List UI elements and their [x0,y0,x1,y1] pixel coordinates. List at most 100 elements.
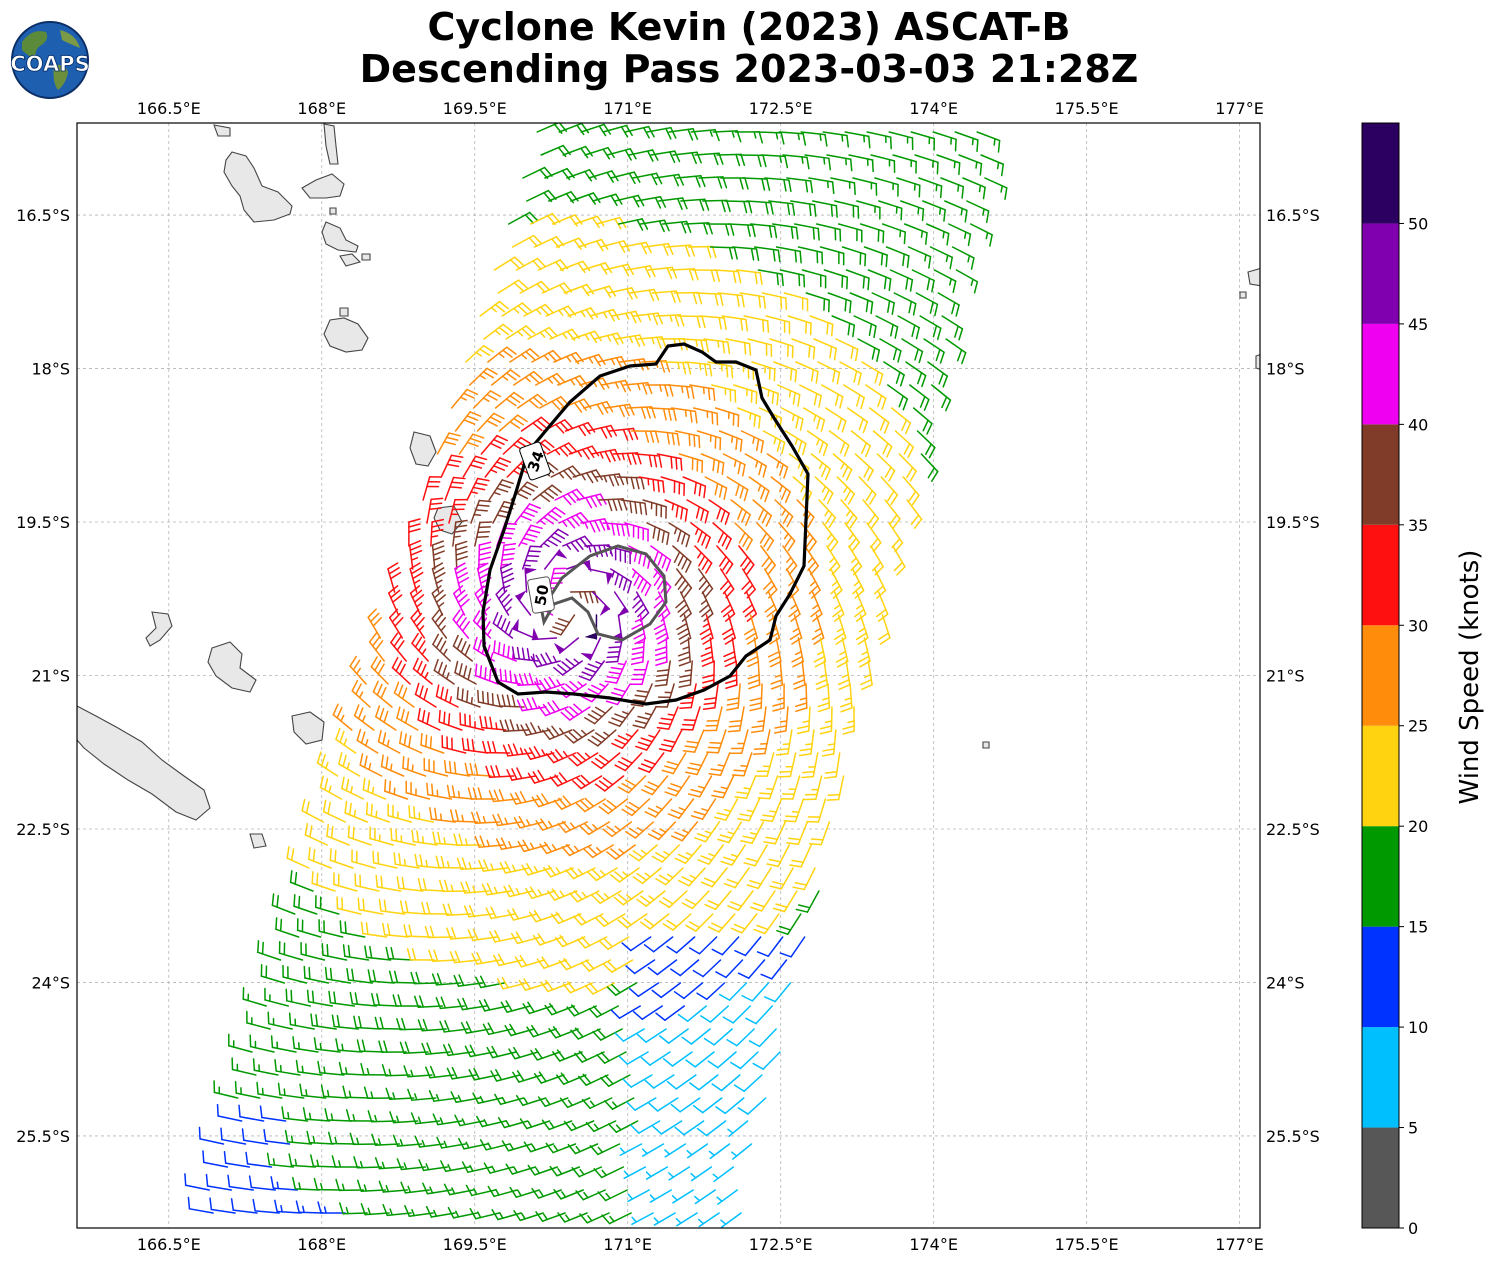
wind-barb [756,131,785,145]
wind-barb [947,223,972,247]
wind-barb [711,775,735,799]
wind-barb [446,927,476,940]
wind-barb [661,752,687,775]
wind-barb [876,453,896,482]
wind-barb [649,1189,672,1203]
wind-barb [428,949,458,962]
wind-barb [711,384,737,403]
wind-barb [541,1119,573,1131]
wind-barb [743,844,768,867]
lon-tick-label-bottom: 175.5°E [1055,1235,1119,1254]
wind-barb [958,154,983,176]
wind-barb [811,614,825,645]
wind-barb [640,1051,671,1066]
wind-barb [658,197,688,210]
wind-barb [535,1211,566,1222]
wind-barb [623,1166,647,1180]
wind-barb [805,292,830,313]
wind-barb [623,381,653,395]
wind-barb [205,1173,232,1191]
wind-barb [557,1212,588,1223]
wind-barb [572,469,604,484]
wind-barb [757,269,784,287]
colorbar-bin [1362,826,1399,927]
wind-barb [697,844,724,865]
wind-barb [553,1189,584,1200]
wind-barb [527,1164,559,1176]
wind-barb [682,476,707,499]
colorbar-bin [1362,926,1399,1028]
wind-barb [834,200,860,219]
wind-barb [310,1013,337,1030]
wind-barb [371,993,400,1007]
wind-barb [664,1143,687,1158]
wind-barb [817,361,841,385]
wind-barb [202,1150,229,1168]
wind-barb [513,1210,544,1222]
wind-barb [760,959,788,980]
wind-barb [794,683,808,713]
lat-tick-label-right: 22.5°S [1266,820,1320,839]
wind-barb [828,430,850,457]
colorbar-bin [1362,625,1399,726]
wind-barb [658,890,688,909]
wind-barb [536,956,568,969]
wind-barb [755,752,775,777]
wind-barb [374,1157,405,1170]
wind-barb [740,821,765,844]
wind-barb [702,199,731,213]
wind-barb [511,618,536,639]
wind-barb [786,821,809,845]
wind-barb [925,223,950,246]
wind-barb [857,338,881,363]
wind-barb [389,1111,419,1124]
wind-barb [769,338,794,359]
wind-barb [342,944,370,961]
wind-barb [752,499,773,527]
wind-barb [621,241,652,255]
wind-barb [686,1143,709,1159]
wind-barb [421,901,450,915]
wind-barb [841,246,867,267]
wind-barb [526,1024,557,1038]
wind-barb [742,177,771,191]
wind-barb [842,706,855,735]
wind-barb [697,1212,720,1228]
wind-barb [392,994,422,1007]
wind-barb [530,1048,561,1061]
wind-barb [637,752,665,773]
wind-barb [747,338,773,358]
wind-barb [342,1085,371,1099]
wind-barb [288,1153,317,1168]
colorbar-bin [1362,524,1399,626]
wind-barb [800,522,817,552]
wind-barb [862,499,880,529]
wind-barb [393,852,420,869]
wind-barb [883,361,905,387]
wind-barb [793,660,806,690]
wind-barb [423,757,449,777]
wind-barb [840,499,858,529]
wind-barb [726,1028,755,1047]
wind-barb [403,1065,433,1078]
wind-barb [452,609,471,639]
wind-barb [292,1036,319,1053]
wind-barb [632,1005,664,1020]
wind-barb [643,243,674,256]
wind-barb [313,1177,342,1191]
wind-barb [955,269,979,294]
wind-barb [256,1081,283,1099]
island-pentecost [321,221,359,253]
colorbar-bin [1362,123,1399,224]
wind-barb [578,1073,609,1086]
wind-barb [554,488,585,506]
colorbar-tick-label: 15 [1408,918,1428,937]
wind-barb [505,1163,537,1175]
wind-barb [806,430,829,457]
wind-barb [729,729,749,755]
wind-barb [896,177,921,198]
wind-barb [367,1110,397,1123]
wind-barb [704,706,723,732]
wind-barb [584,146,615,160]
wind-barb [198,1126,225,1145]
